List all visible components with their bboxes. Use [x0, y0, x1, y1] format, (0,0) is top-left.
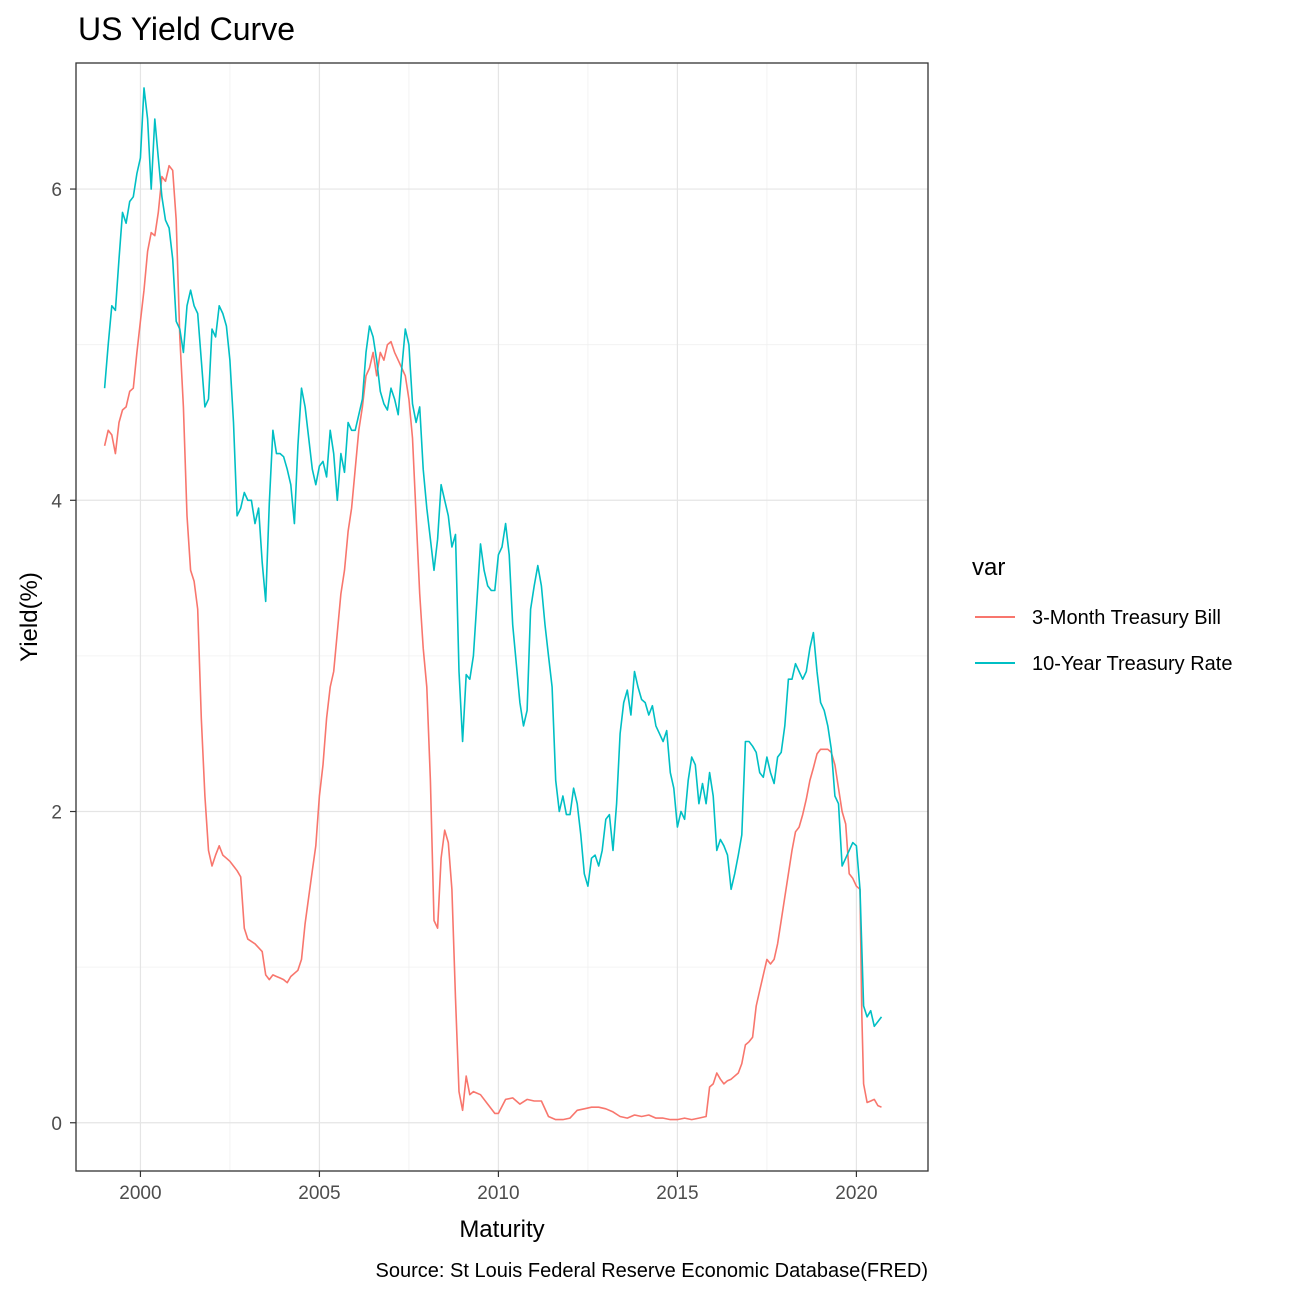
- legend-label-3-month-treasury-bill: 3-Month Treasury Bill: [1032, 607, 1221, 629]
- legend: var 3-Month Treasury Bill 10-Year Treasu…: [972, 554, 1232, 675]
- series-lines: [103, 87, 883, 1121]
- x-tick-label: 2020: [835, 1183, 877, 1204]
- plot-panel: [75, 62, 929, 1172]
- legend-title: var: [972, 554, 1005, 581]
- series-line-3-month-treasury-bill: [103, 164, 882, 1121]
- source-caption: Source: St Louis Federal Reserve Economi…: [376, 1260, 928, 1282]
- chart-title: US Yield Curve: [78, 11, 295, 47]
- x-tick-label: 2000: [119, 1183, 161, 1204]
- y-tick-label: 4: [51, 491, 62, 512]
- y-tick-label: 0: [51, 1114, 62, 1135]
- series-line-10-year-treasury-rate: [103, 87, 883, 1028]
- y-tick-label: 6: [51, 180, 62, 201]
- x-tick-label: 2015: [656, 1183, 698, 1204]
- y-axis-label: Yield(%): [16, 572, 43, 662]
- y-tick-label: 2: [51, 803, 62, 824]
- y-axis-ticks: 0 2 4 6: [51, 180, 76, 1135]
- legend-label-10-year-treasury-rate: 10-Year Treasury Rate: [1032, 653, 1232, 675]
- panel-background: [76, 63, 928, 1171]
- panel-border: [75, 62, 929, 1172]
- x-axis-ticks: 2000 2005 2010 2015 2020: [119, 1171, 878, 1204]
- x-tick-label: 2005: [298, 1183, 340, 1204]
- gridlines: [76, 63, 928, 1171]
- x-axis-label: Maturity: [459, 1216, 544, 1243]
- x-tick-label: 2010: [477, 1183, 519, 1204]
